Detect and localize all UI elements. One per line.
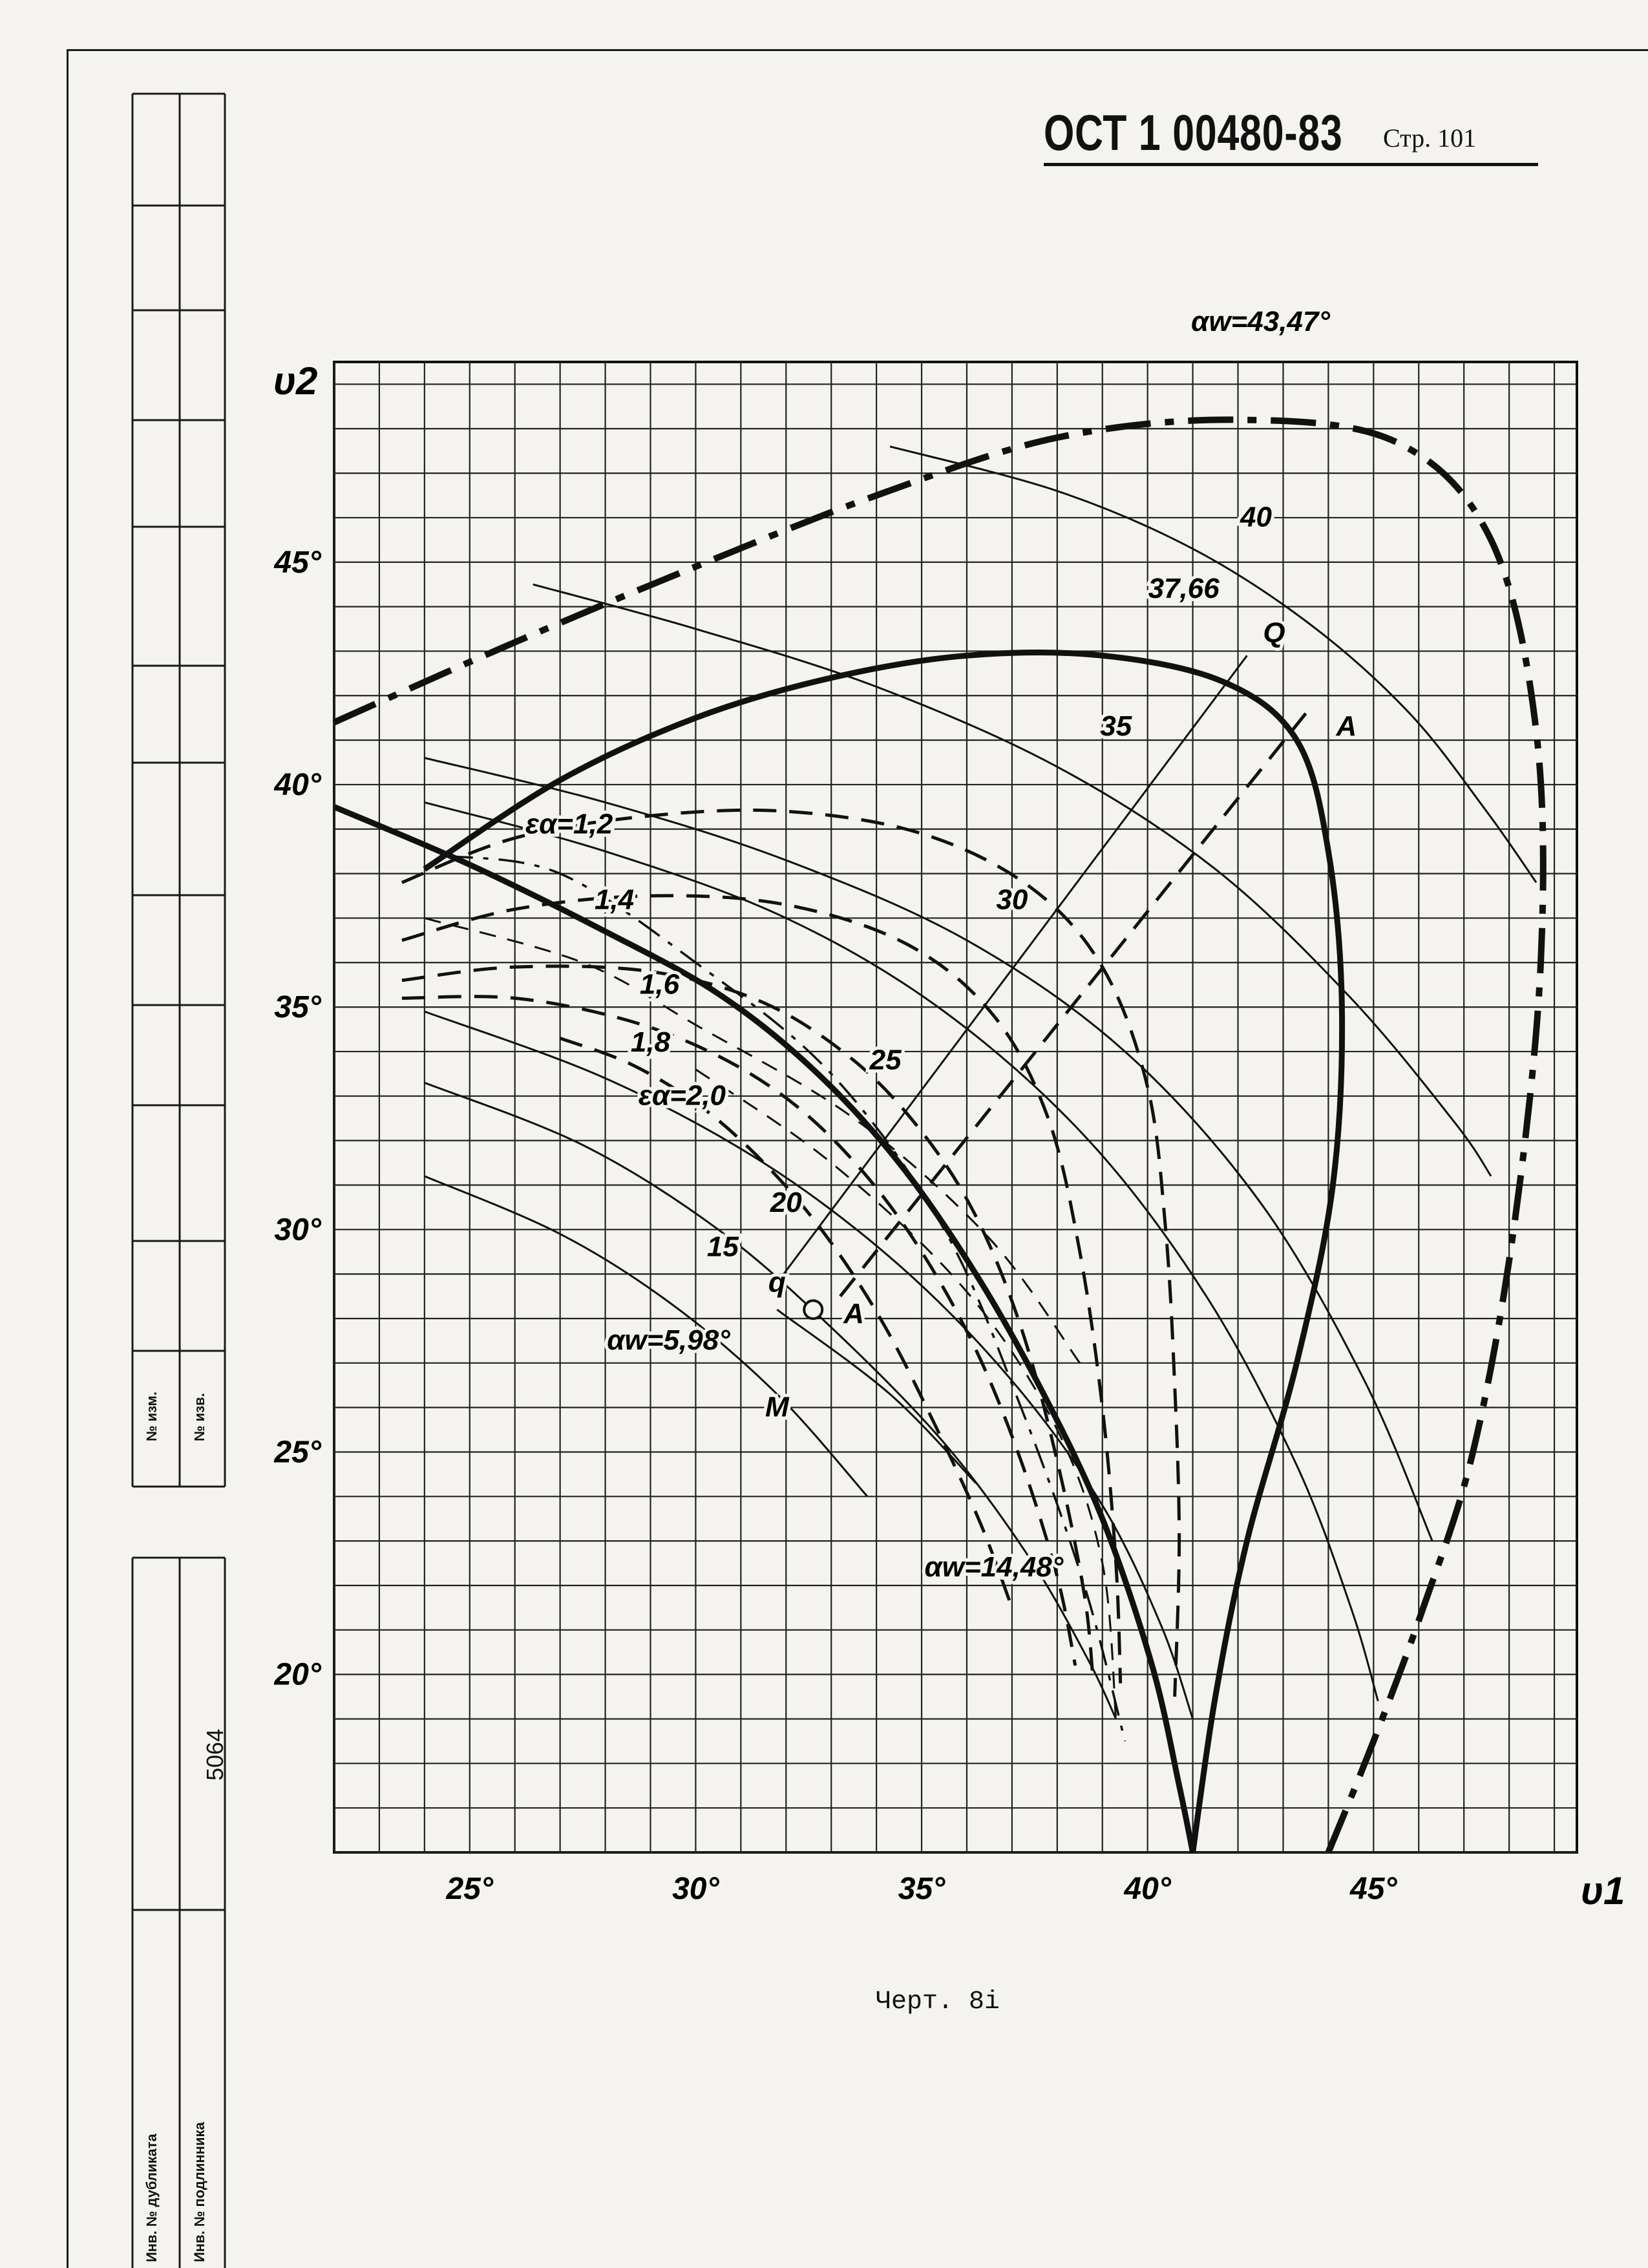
annotation-label: A bbox=[843, 1298, 864, 1330]
annotation-label: Q bbox=[1263, 617, 1285, 649]
annotation-label: 25 bbox=[869, 1044, 902, 1076]
y-tick-label: 45° bbox=[273, 546, 321, 580]
y-tick-label: 35° bbox=[274, 990, 321, 1024]
annotation-label: A bbox=[1335, 710, 1357, 742]
y-tick-label: 20° bbox=[273, 1658, 321, 1692]
series-line-1-8 bbox=[401, 995, 1077, 1666]
series-line-aux-dashdot bbox=[447, 854, 1126, 1742]
figure-caption: Черт. 8і bbox=[876, 1987, 1000, 2017]
stamp-duplicate-label: Инв. № дубликата bbox=[143, 2134, 160, 2262]
annotation-label: 30 bbox=[996, 884, 1028, 916]
series-line-q-q bbox=[776, 655, 1248, 1284]
chart-annotations: αw=43,47° 40 37,66 Q 35 Aεα=1,2 1,4 30 1,6 1,8 25 ε… bbox=[522, 302, 1360, 1586]
annotation-label: αw=43,47° bbox=[1191, 306, 1330, 337]
annotation-label: M bbox=[765, 1391, 790, 1423]
series-line-aux-dash-1 bbox=[424, 917, 1081, 1364]
series-line-w-14-48 bbox=[423, 650, 1346, 1853]
chart-grid bbox=[333, 361, 1578, 1854]
series-line-1-6 bbox=[401, 964, 1095, 1684]
x-tick-label: 40° bbox=[1123, 1872, 1171, 1906]
series-line-2-0 bbox=[559, 1036, 1014, 1609]
chart: αw=43,47° 40 37,66 Q 35 Aεα=1,2 1,4 30 1,6 1,8 25 ε… bbox=[273, 302, 1625, 1913]
series-line-20 bbox=[424, 1081, 1117, 1720]
annotation-label: εα=2,0 bbox=[639, 1080, 726, 1112]
x-tick-label: 30° bbox=[672, 1872, 719, 1906]
x-tick-label: 45° bbox=[1349, 1872, 1397, 1906]
document-code: ОСТ 1 00480-83 bbox=[1044, 104, 1343, 161]
series-line-m bbox=[776, 1308, 977, 1484]
series-line-30 bbox=[424, 801, 1379, 1702]
series-line-w-43-47 bbox=[332, 416, 1547, 1854]
frame-left-border bbox=[67, 49, 69, 2268]
annotation-label: 1,6 bbox=[640, 968, 680, 1000]
annotation-label: 20 bbox=[770, 1187, 802, 1218]
y-axis-label: υ2 bbox=[273, 359, 318, 403]
y-tick-label: 40° bbox=[273, 768, 321, 802]
annotation-label: αw=5,98° bbox=[607, 1324, 730, 1356]
chart-axes: 25° 30° 35° 40° 45° 20° 25° 30° 35° 40° 45° υ1 υ2 bbox=[273, 359, 1625, 1913]
series-line-w-5-98 bbox=[333, 804, 1196, 1853]
series-line-35 bbox=[424, 757, 1433, 1542]
y-tick-label: 30° bbox=[274, 1213, 321, 1247]
series-line-15 bbox=[424, 1175, 869, 1498]
series-line-a-a bbox=[839, 712, 1307, 1298]
chart-series bbox=[332, 416, 1547, 1854]
point-marker bbox=[803, 1299, 824, 1320]
x-axis-label: υ1 bbox=[1581, 1869, 1625, 1913]
annotation-label: 35 bbox=[1100, 710, 1132, 742]
frame-top-border bbox=[67, 49, 1648, 51]
annotation-label: 15 bbox=[707, 1231, 739, 1263]
page-number: Стр. 101 bbox=[1383, 123, 1477, 153]
annotation-label: 1,4 bbox=[595, 884, 634, 916]
header-underline bbox=[1044, 163, 1538, 166]
stamp-original-label: Инв. № подлинника bbox=[191, 2122, 207, 2262]
document-header: ОСТ 1 00480-83 Стр. 101 bbox=[1044, 103, 1538, 166]
series-line-aux-dash-2 bbox=[695, 1068, 1117, 1719]
stamp-block bbox=[131, 92, 226, 2268]
annotation-label: 40 bbox=[1240, 502, 1272, 533]
annotation-label: αw=14,48° bbox=[924, 1551, 1063, 1583]
x-tick-label: 35° bbox=[898, 1872, 945, 1906]
annotation-label: 37,66 bbox=[1148, 573, 1220, 604]
series-line-25 bbox=[424, 1010, 1194, 1719]
x-tick-label: 25° bbox=[445, 1872, 493, 1906]
series-line-1-4 bbox=[401, 894, 1123, 1684]
annotation-label: εα=1,2 bbox=[525, 809, 613, 840]
series-line-40 bbox=[889, 445, 1537, 884]
series-line-37-66 bbox=[533, 583, 1492, 1177]
annotation-label: q bbox=[768, 1267, 786, 1298]
annotation-label: 1,8 bbox=[631, 1026, 671, 1058]
plot-border bbox=[333, 361, 1578, 1854]
series-line-1-2 bbox=[401, 808, 1181, 1697]
y-tick-label: 25° bbox=[273, 1435, 321, 1469]
